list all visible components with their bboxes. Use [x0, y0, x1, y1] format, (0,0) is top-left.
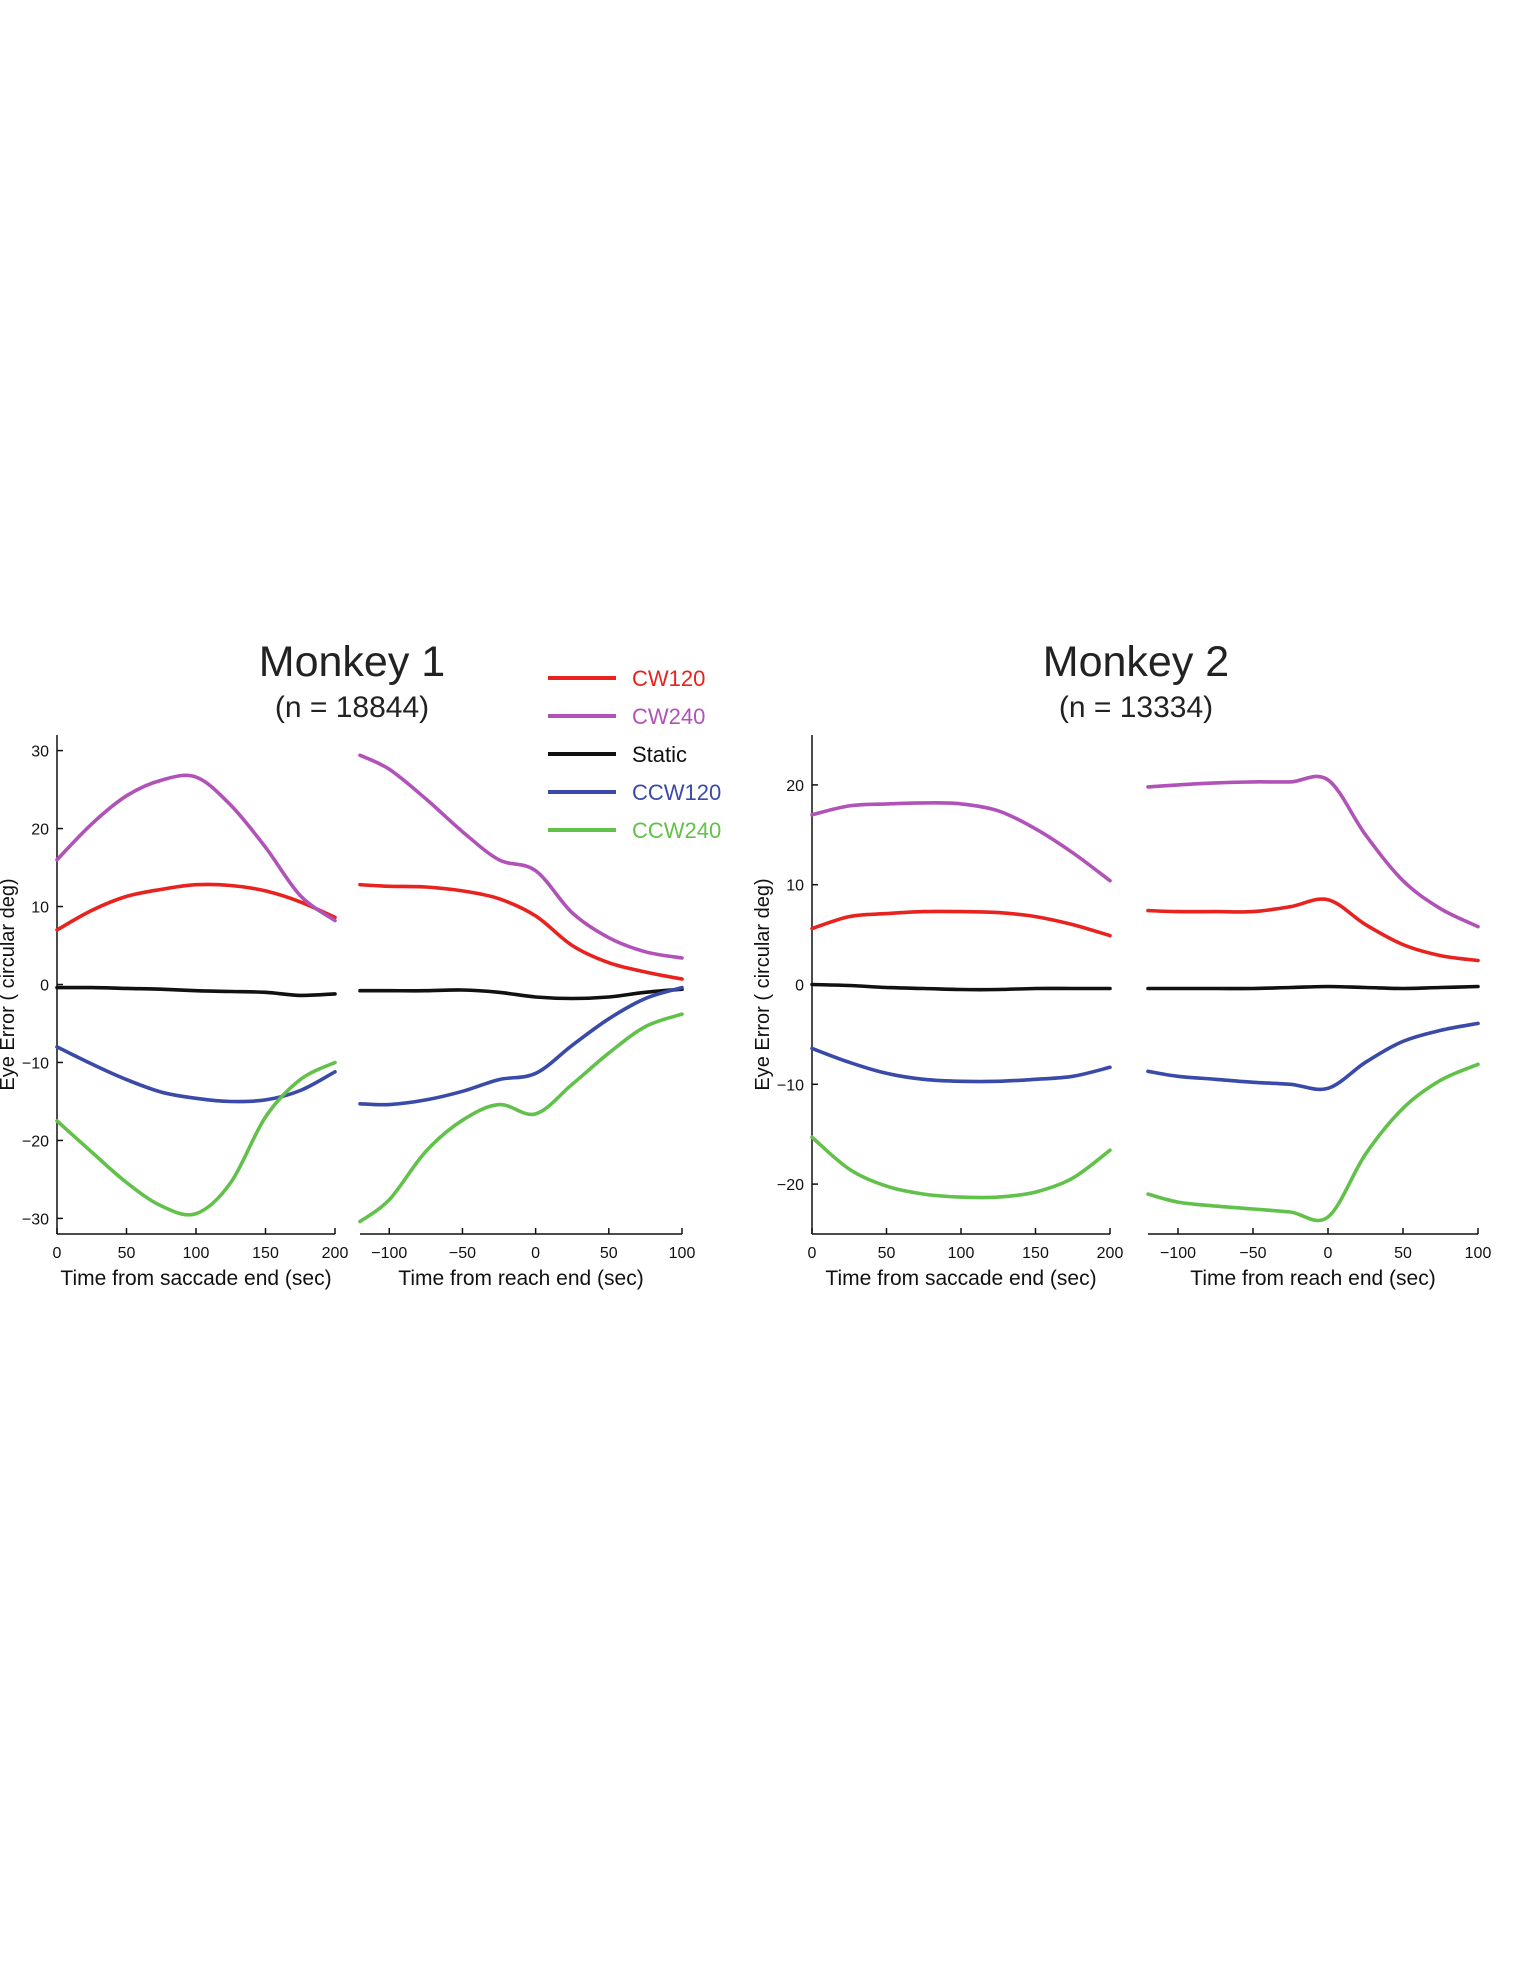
x-tick-label: 50: [118, 1245, 136, 1262]
series-line-cw120: [358, 882, 684, 981]
x-axis-label: Time from saccade end (sec): [825, 1267, 1096, 1290]
x-tick-label: 100: [948, 1245, 975, 1262]
x-axis-label: Time from reach end (sec): [398, 1267, 643, 1290]
y-axis-label: Eye Error ( circular deg): [0, 878, 19, 1090]
legend-item-ccw240: CCW240: [548, 818, 721, 843]
x-tick-label: 0: [1324, 1245, 1333, 1262]
legend-label: Static: [632, 742, 687, 767]
legend-label: CCW240: [632, 818, 721, 843]
legend-label: CW240: [632, 704, 705, 729]
series-line-cw120: [55, 882, 337, 932]
y-tick-label: −30: [22, 1211, 49, 1228]
series-line-cw240: [358, 753, 684, 960]
x-tick-label: 0: [53, 1245, 62, 1262]
series-line-ccw120: [55, 1045, 337, 1104]
series-line-cw120: [810, 909, 1112, 938]
x-tick-label: 0: [808, 1245, 817, 1262]
x-tick-label: 200: [322, 1245, 349, 1262]
series-line-cw120: [1146, 897, 1480, 963]
y-tick-label: 30: [31, 744, 49, 761]
x-axis-label: Time from reach end (sec): [1190, 1267, 1435, 1290]
series-line-static: [55, 985, 337, 998]
series-line-cw240: [810, 801, 1112, 883]
y-tick-label: −10: [777, 1077, 804, 1094]
legend-item-static: Static: [548, 742, 687, 767]
y-tick-label: 0: [40, 978, 49, 995]
titles: Monkey 1 (n = 18844) Monkey 2 (n = 13334…: [259, 638, 1229, 724]
series-line-cw240: [55, 773, 337, 923]
y-tick-label: −20: [777, 1177, 804, 1194]
x-tick-label: −100: [371, 1245, 407, 1262]
panel-4: −100 −50 0 50 100 Time from reach end (sec): [1146, 774, 1492, 1290]
monkey1-subtitle: (n = 18844): [275, 691, 429, 724]
x-tick-label: −100: [1160, 1245, 1196, 1262]
y-tick-label: 0: [795, 978, 804, 995]
legend-label: CCW120: [632, 780, 721, 805]
x-tick-label: 100: [1465, 1245, 1492, 1262]
x-tick-label: 50: [1394, 1245, 1412, 1262]
series-line-ccw240: [55, 1060, 337, 1217]
x-tick-label: 100: [669, 1245, 696, 1262]
legend-item-cw240: CW240: [548, 704, 705, 729]
y-axis-label: Eye Error ( circular deg): [752, 878, 774, 1090]
legend-label: CW120: [632, 666, 705, 691]
x-tick-label: 150: [252, 1245, 279, 1262]
legend-item-cw120: CW120: [548, 666, 705, 691]
x-tick-label: 0: [531, 1245, 540, 1262]
x-tick-label: 200: [1097, 1245, 1124, 1262]
series-line-ccw120: [1146, 1021, 1480, 1092]
x-tick-label: −50: [449, 1245, 476, 1262]
series-line-ccw240: [358, 1012, 684, 1224]
x-tick-label: 150: [1022, 1245, 1049, 1262]
y-tick-label: −10: [22, 1055, 49, 1072]
y-tick-label: 10: [786, 878, 804, 895]
series-line-static: [810, 982, 1112, 992]
y-tick-label: 10: [31, 900, 49, 917]
y-tick-label: −20: [22, 1133, 49, 1150]
x-tick-label: 50: [600, 1245, 618, 1262]
series-line-ccw120: [810, 1046, 1112, 1084]
series-line-static: [358, 987, 684, 1001]
legend: CW120 CW240 Static CCW120 CCW240: [548, 666, 721, 843]
series-line-ccw120: [358, 985, 684, 1107]
series-line-static: [1146, 984, 1480, 991]
legend-item-ccw120: CCW120: [548, 780, 721, 805]
monkey2-subtitle: (n = 13334): [1059, 691, 1213, 724]
monkey1-title: Monkey 1: [259, 638, 445, 686]
monkey2-title: Monkey 2: [1043, 638, 1229, 686]
x-tick-label: 100: [183, 1245, 210, 1262]
series-line-cw240: [1146, 774, 1480, 929]
x-tick-label: −50: [1239, 1245, 1266, 1262]
panel-2: −100 −50 0 50 100 Time from reach end (sec): [358, 753, 696, 1290]
series-line-ccw240: [1146, 1062, 1480, 1223]
y-tick-label: 20: [786, 778, 804, 795]
series-line-ccw240: [810, 1135, 1112, 1200]
x-tick-label: 50: [878, 1245, 896, 1262]
x-axis-label: Time from saccade end (sec): [60, 1267, 331, 1290]
y-tick-label: 20: [31, 822, 49, 839]
